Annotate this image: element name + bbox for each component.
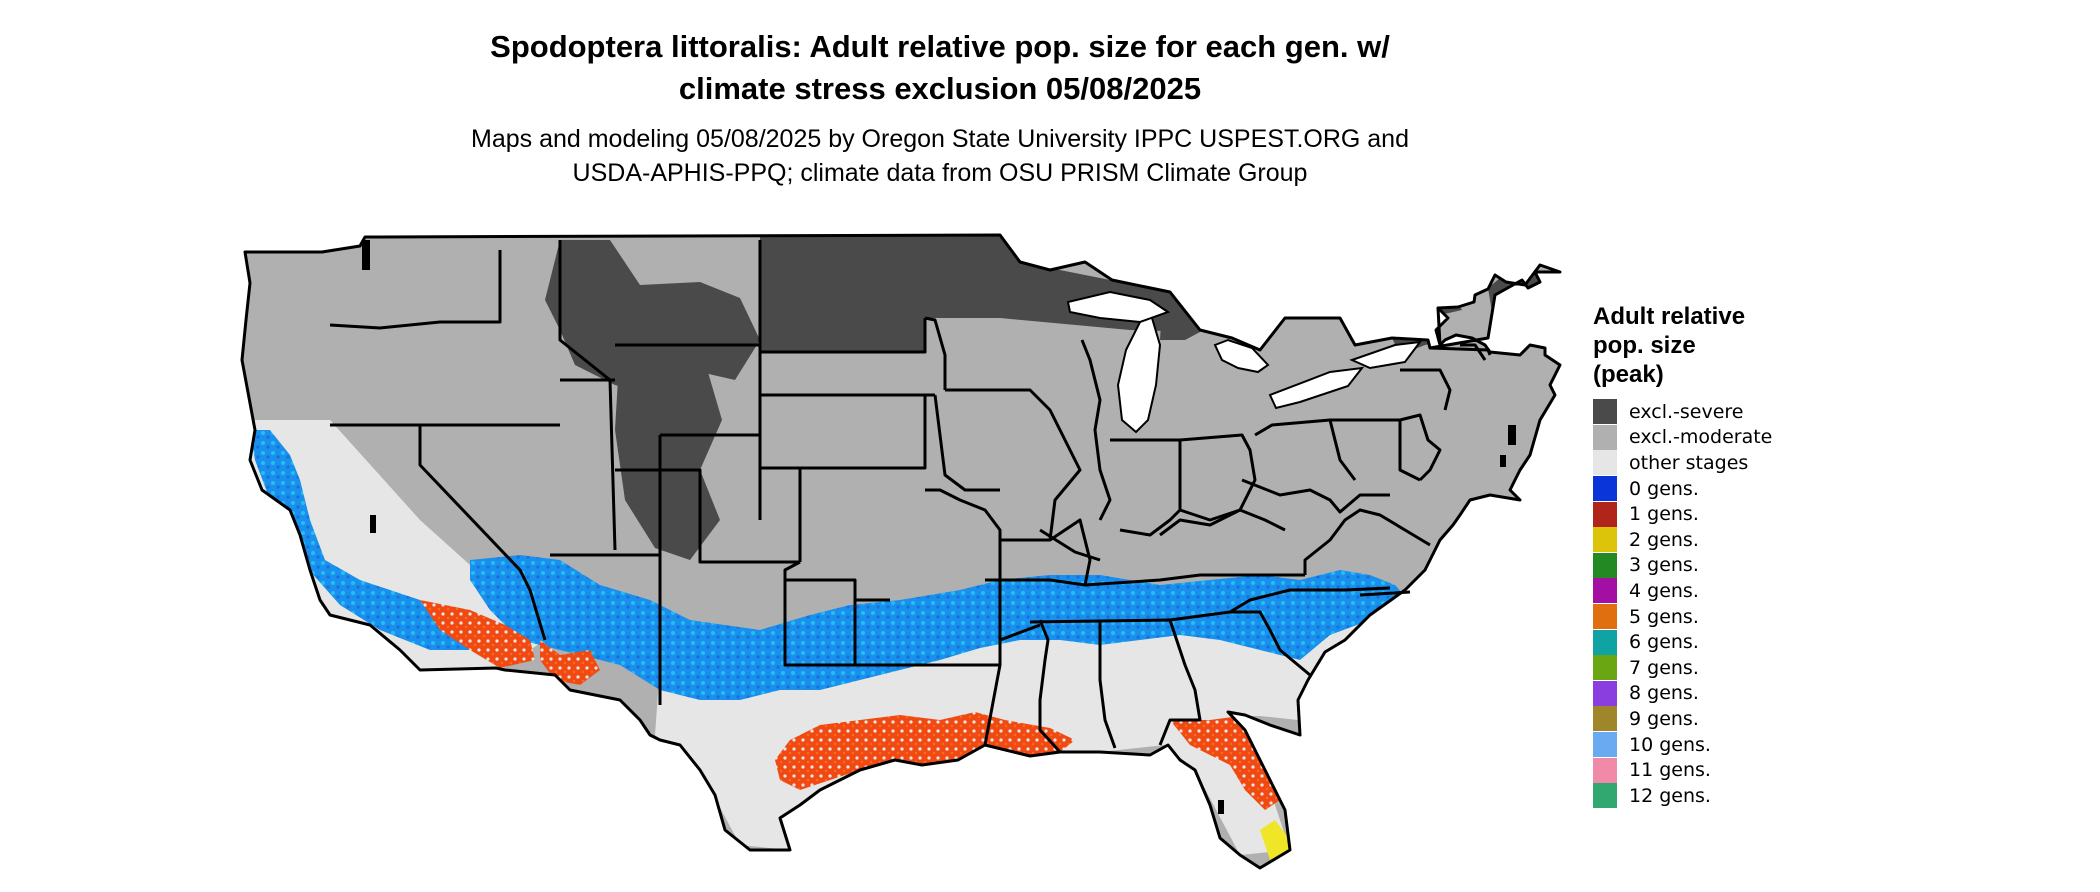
legend-title: Adult relative pop. size (peak) — [1593, 302, 1833, 389]
legend-label: 5 gens. — [1629, 605, 1699, 628]
legend-item: 8 gens. — [1593, 680, 1833, 707]
legend-items: excl.-severe excl.-moderate other stages 0 … — [1593, 399, 1833, 809]
state-borders — [240, 233, 1562, 870]
legend-item: 10 gens. — [1593, 732, 1833, 758]
legend-swatch — [1593, 655, 1617, 681]
legend-label: 12 gens. — [1629, 784, 1711, 807]
legend-item: 1 gens. — [1593, 501, 1833, 527]
legend-swatch — [1593, 757, 1617, 783]
subtitle-line-1: Maps and modeling 05/08/2025 by Oregon S… — [471, 125, 1409, 153]
legend-item: 12 gens. — [1593, 783, 1833, 809]
legend-label: 8 gens. — [1629, 682, 1699, 705]
coastal-islands — [362, 240, 1516, 814]
legend-label: 0 gens. — [1629, 477, 1699, 500]
legend-item: other stages — [1593, 450, 1833, 476]
legend-item: 7 gens. — [1593, 655, 1833, 681]
legend-title-line-1: Adult relative — [1593, 303, 1746, 330]
legend-swatch — [1593, 552, 1617, 578]
legend-item: 2 gens. — [1593, 527, 1833, 553]
legend-label: excl.-severe — [1629, 400, 1744, 423]
legend-label: other stages — [1629, 451, 1749, 474]
legend-label: 3 gens. — [1629, 554, 1699, 577]
legend-item: 9 gens. — [1593, 706, 1833, 732]
legend-swatch — [1593, 732, 1617, 758]
legend-item: excl.-severe — [1593, 399, 1833, 425]
legend-label: excl.-moderate — [1629, 426, 1773, 449]
legend-swatch — [1593, 680, 1617, 706]
legend-item: 3 gens. — [1593, 552, 1833, 579]
map-fill — [242, 235, 1560, 868]
legend-swatch — [1593, 476, 1617, 502]
legend-label: 1 gens. — [1629, 503, 1699, 526]
legend-swatch — [1593, 424, 1617, 450]
legend-item: 4 gens. — [1593, 578, 1833, 604]
legend-swatch — [1593, 783, 1617, 809]
legend-swatch — [1593, 604, 1617, 630]
legend-label: 6 gens. — [1629, 631, 1699, 654]
legend-label: 10 gens. — [1629, 733, 1711, 756]
legend-title-line-2: pop. size — [1593, 332, 1696, 359]
legend-swatch — [1593, 527, 1617, 553]
legend-label: 2 gens. — [1629, 528, 1699, 551]
legend-label: 11 gens. — [1629, 759, 1711, 782]
legend-item: 6 gens. — [1593, 629, 1833, 655]
legend-title-line-3: (peak) — [1593, 361, 1664, 388]
title-line-1: Spodoptera littoralis: Adult relative po… — [490, 29, 1390, 64]
legend-swatch — [1593, 450, 1617, 476]
great-lakes — [1066, 290, 1423, 434]
legend-item: 0 gens. — [1593, 476, 1833, 502]
legend-item: excl.-moderate — [1593, 424, 1833, 451]
legend: Adult relative pop. size (peak) excl.-se… — [1593, 302, 1833, 809]
subtitle-line-2: USDA-APHIS-PPQ; climate data from OSU PR… — [572, 159, 1308, 187]
legend-swatch — [1593, 706, 1617, 732]
legend-swatch — [1593, 399, 1617, 425]
legend-swatch — [1593, 501, 1617, 527]
legend-item: 5 gens. — [1593, 604, 1833, 630]
map-subtitle: Maps and modeling 05/08/2025 by Oregon S… — [300, 122, 1580, 190]
legend-swatch — [1593, 578, 1617, 604]
legend-item: 11 gens. — [1593, 757, 1833, 783]
legend-label: 9 gens. — [1629, 707, 1699, 730]
legend-swatch — [1593, 629, 1617, 655]
legend-label: 4 gens. — [1629, 579, 1699, 602]
legend-label: 7 gens. — [1629, 656, 1699, 679]
title-line-2: climate stress exclusion 05/08/2025 — [678, 71, 1202, 106]
map-title: Spodoptera littoralis: Adult relative po… — [300, 26, 1580, 110]
